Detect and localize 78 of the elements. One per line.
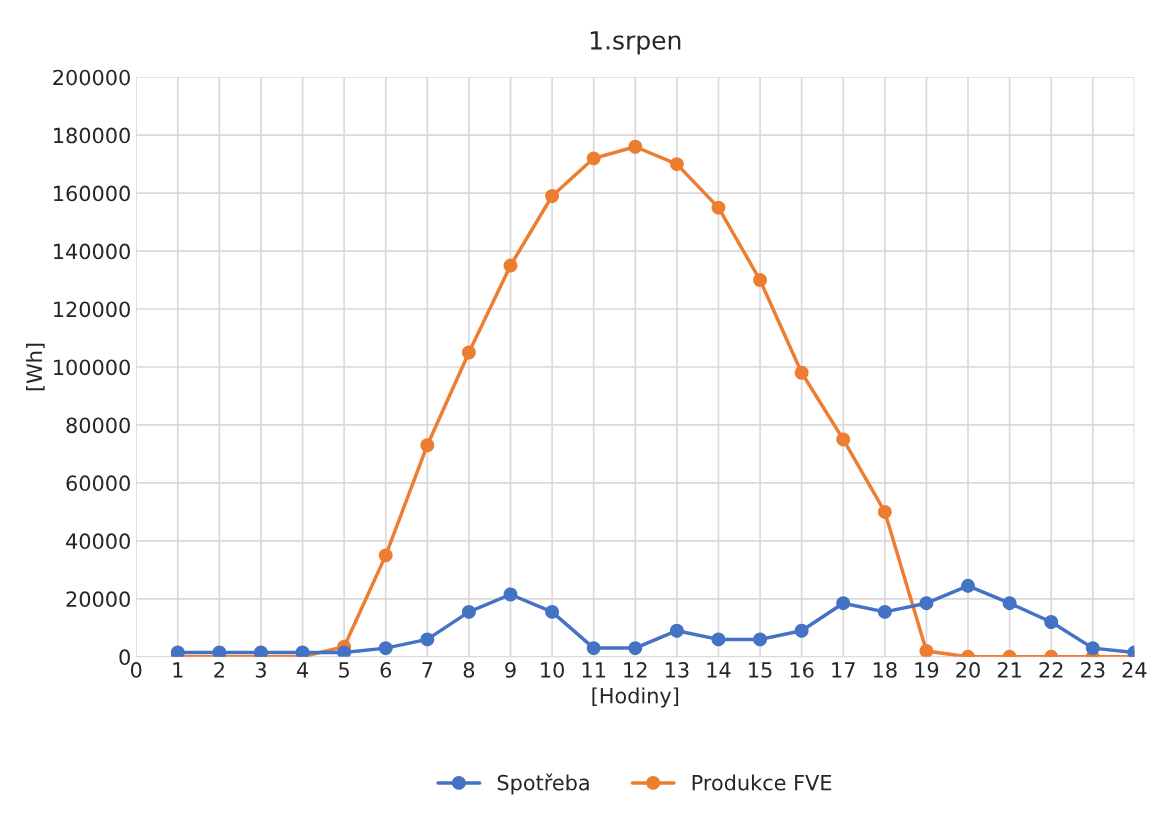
x-tick-label: 18 [873,662,897,678]
x-tick-label: 19 [915,662,939,678]
y-tick-label: 80000 [66,417,130,434]
x-tick-label: 17 [832,662,855,678]
y-tick-label: 180000 [54,127,130,144]
point [836,596,851,611]
x-tick-label: 0 [130,662,142,678]
x-tick-label: 22 [1039,662,1063,678]
point [836,432,851,447]
y-tick-label: 40000 [66,533,130,550]
x-tick-label: 14 [707,662,731,678]
x-tick-label: 2 [214,662,224,678]
point [420,438,435,453]
x-tick-label: 10 [541,662,564,678]
x-tick-label: 24 [1122,662,1147,678]
point [669,157,684,172]
point [711,632,726,647]
point [1002,596,1017,611]
point [669,623,684,638]
point [503,587,518,602]
y-tick-label: 0 [119,649,130,666]
x-tick-label: 5 [339,662,349,678]
point [461,345,476,360]
point [877,604,892,619]
x-tick-label: 20 [956,662,980,678]
point [170,645,185,657]
y-tick-label: 20000 [66,591,130,608]
point [254,645,268,657]
legend-label: Spotřeba [497,773,589,795]
point [628,139,643,154]
x-tick-label: 4 [296,662,308,678]
point [919,644,934,657]
x-tick-label: 3 [255,662,266,678]
point [794,365,809,380]
y-tick-label: 160000 [54,185,130,202]
x-tick-label: 11 [582,662,606,678]
x-tick-label: 8 [463,662,475,678]
x-tick-label: 16 [790,662,814,678]
y-tick-label: 200000 [53,69,130,86]
chart-title: 1.srpen [590,31,681,55]
point [420,632,435,647]
point [753,273,767,287]
x-tick-label: 13 [665,662,689,678]
point [503,258,518,273]
x-tick-label: 1 [173,662,183,678]
x-tick-label: 6 [380,662,392,678]
point [378,641,393,656]
y-tick-label: 120000 [54,301,130,318]
x-axis-title: [Hodiny] [592,687,679,708]
point [461,604,476,619]
point [586,151,601,166]
y-tick-label: 60000 [66,475,130,492]
point [877,504,892,519]
point [212,645,227,657]
point [711,200,726,215]
x-tick-label: 23 [1081,662,1105,678]
point [794,623,809,638]
x-tick-label: 15 [749,662,772,678]
point [919,596,934,611]
legend-label: Produkce FVE [692,774,832,791]
point [753,632,767,647]
y-axis-title: [Wh] [26,343,45,391]
point [1085,641,1100,656]
point [545,604,560,619]
x-tick-label: 12 [624,662,647,678]
x-tick-label: 21 [997,662,1021,678]
x-tick-label: 7 [422,662,433,678]
point [1044,615,1059,629]
point [545,189,560,203]
point [961,578,975,593]
x-tick-label: 9 [505,662,516,678]
y-tick-label: 100000 [54,359,130,376]
point [337,645,352,657]
y-tick-label: 140000 [54,243,130,260]
point [378,548,393,563]
point [586,641,601,656]
point [295,645,310,657]
point [628,641,643,656]
